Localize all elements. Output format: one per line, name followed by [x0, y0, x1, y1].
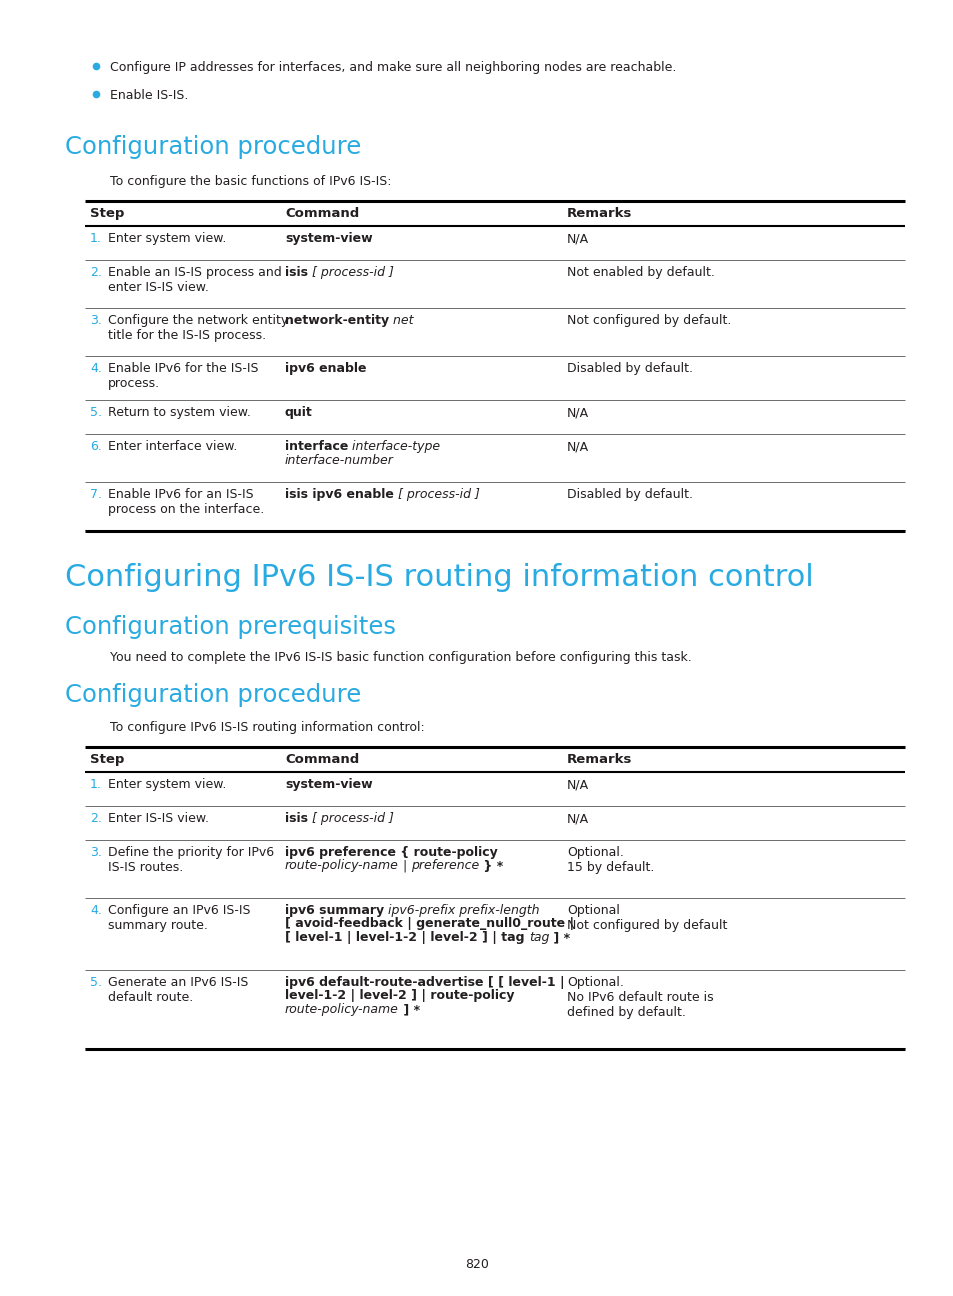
- Text: Step: Step: [90, 753, 124, 766]
- Text: Configuring IPv6 IS-IS routing information control: Configuring IPv6 IS-IS routing informati…: [65, 562, 813, 592]
- Text: |: |: [398, 859, 411, 872]
- Text: Not enabled by default.: Not enabled by default.: [566, 266, 714, 279]
- Text: Enable an IS-IS process and
enter IS-IS view.: Enable an IS-IS process and enter IS-IS …: [108, 266, 281, 294]
- Text: ipv6-prefix prefix-length: ipv6-prefix prefix-length: [388, 905, 539, 918]
- Text: ipv6 preference { route-policy: ipv6 preference { route-policy: [285, 846, 497, 859]
- Text: 7.: 7.: [90, 489, 102, 502]
- Text: N/A: N/A: [566, 232, 589, 245]
- Text: Define the priority for IPv6
IS-IS routes.: Define the priority for IPv6 IS-IS route…: [108, 846, 274, 874]
- Text: 5.: 5.: [90, 406, 102, 419]
- Text: N/A: N/A: [566, 406, 589, 419]
- Text: ipv6 summary: ipv6 summary: [285, 905, 388, 918]
- Text: [ process-id ]: [ process-id ]: [308, 813, 394, 826]
- Text: ] *: ] *: [549, 931, 570, 943]
- Text: preference: preference: [411, 859, 478, 872]
- Text: Configuration prerequisites: Configuration prerequisites: [65, 616, 395, 639]
- Text: system-view: system-view: [285, 232, 373, 245]
- Text: Configuration procedure: Configuration procedure: [65, 135, 361, 159]
- Text: isis ipv6 enable: isis ipv6 enable: [285, 489, 394, 502]
- Text: Command: Command: [285, 207, 359, 220]
- Text: 3.: 3.: [90, 846, 102, 859]
- Text: 2.: 2.: [90, 266, 102, 279]
- Text: You need to complete the IPv6 IS-IS basic function configuration before configur: You need to complete the IPv6 IS-IS basi…: [110, 651, 691, 664]
- Text: Configuration procedure: Configuration procedure: [65, 683, 361, 708]
- Text: [ process-id ]: [ process-id ]: [308, 266, 394, 279]
- Text: Return to system view.: Return to system view.: [108, 406, 251, 419]
- Text: quit: quit: [285, 406, 313, 419]
- Text: Enter system view.: Enter system view.: [108, 778, 226, 791]
- Text: Configure an IPv6 IS-IS
summary route.: Configure an IPv6 IS-IS summary route.: [108, 905, 251, 932]
- Text: 6.: 6.: [90, 441, 102, 454]
- Text: net: net: [389, 314, 414, 327]
- Text: Step: Step: [90, 207, 124, 220]
- Text: route-policy-name: route-policy-name: [285, 1003, 398, 1016]
- Text: Generate an IPv6 IS-IS
default route.: Generate an IPv6 IS-IS default route.: [108, 976, 248, 1004]
- Text: Enter interface view.: Enter interface view.: [108, 441, 237, 454]
- Text: network-entity: network-entity: [285, 314, 389, 327]
- Text: Enable IS-IS.: Enable IS-IS.: [110, 89, 188, 102]
- Text: Enable IPv6 for an IS-IS
process on the interface.: Enable IPv6 for an IS-IS process on the …: [108, 489, 264, 516]
- Text: Disabled by default.: Disabled by default.: [566, 362, 692, 375]
- Text: Configure the network entity
title for the IS-IS process.: Configure the network entity title for t…: [108, 314, 288, 342]
- Text: 4.: 4.: [90, 905, 102, 918]
- Text: Enable IPv6 for the IS-IS
process.: Enable IPv6 for the IS-IS process.: [108, 362, 258, 390]
- Text: To configure the basic functions of IPv6 IS-IS:: To configure the basic functions of IPv6…: [110, 175, 391, 188]
- Text: isis: isis: [285, 813, 308, 826]
- Text: 1.: 1.: [90, 232, 102, 245]
- Text: route-policy-name: route-policy-name: [285, 859, 398, 872]
- Text: Optional.
15 by default.: Optional. 15 by default.: [566, 846, 654, 874]
- Text: level-1-2 | level-2 ] | route-policy: level-1-2 | level-2 ] | route-policy: [285, 990, 514, 1003]
- Text: interface-type: interface-type: [348, 441, 440, 454]
- Text: system-view: system-view: [285, 778, 373, 791]
- Text: [ avoid-feedback | generate_null0_route |: [ avoid-feedback | generate_null0_route …: [285, 918, 574, 931]
- Text: To configure IPv6 IS-IS routing information control:: To configure IPv6 IS-IS routing informat…: [110, 721, 424, 734]
- Text: Command: Command: [285, 753, 359, 766]
- Text: N/A: N/A: [566, 441, 589, 454]
- Text: 4.: 4.: [90, 362, 102, 375]
- Text: Enter system view.: Enter system view.: [108, 232, 226, 245]
- Text: Optional
Not configured by default: Optional Not configured by default: [566, 905, 726, 932]
- Text: Disabled by default.: Disabled by default.: [566, 489, 692, 502]
- Text: ipv6 enable: ipv6 enable: [285, 362, 366, 375]
- Text: Remarks: Remarks: [566, 753, 632, 766]
- Text: 3.: 3.: [90, 314, 102, 327]
- Text: 820: 820: [464, 1258, 489, 1271]
- Text: tag: tag: [528, 931, 549, 943]
- Text: [ level-1 | level-1-2 | level-2 ] | tag: [ level-1 | level-1-2 | level-2 ] | tag: [285, 931, 528, 943]
- Text: N/A: N/A: [566, 813, 589, 826]
- Text: Configure IP addresses for interfaces, and make sure all neighboring nodes are r: Configure IP addresses for interfaces, a…: [110, 61, 676, 74]
- Text: 2.: 2.: [90, 813, 102, 826]
- Text: ipv6 default-route-advertise [ [ level-1 |: ipv6 default-route-advertise [ [ level-1…: [285, 976, 564, 989]
- Text: } *: } *: [478, 859, 503, 872]
- Text: interface-number: interface-number: [285, 454, 394, 467]
- Text: [ process-id ]: [ process-id ]: [394, 489, 479, 502]
- Text: 5.: 5.: [90, 976, 102, 989]
- Text: N/A: N/A: [566, 778, 589, 791]
- Text: interface: interface: [285, 441, 348, 454]
- Text: Remarks: Remarks: [566, 207, 632, 220]
- Text: isis: isis: [285, 266, 308, 279]
- Text: ] *: ] *: [398, 1003, 419, 1016]
- Text: Optional.
No IPv6 default route is
defined by default.: Optional. No IPv6 default route is defin…: [566, 976, 713, 1019]
- Text: Enter IS-IS view.: Enter IS-IS view.: [108, 813, 209, 826]
- Text: Not configured by default.: Not configured by default.: [566, 314, 731, 327]
- Text: 1.: 1.: [90, 778, 102, 791]
